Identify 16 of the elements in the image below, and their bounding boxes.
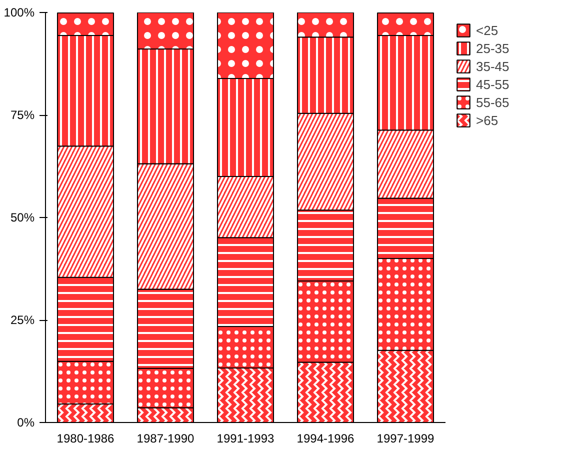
legend-label: 55-65 (476, 94, 510, 110)
x-tick-label: 1980-1986 (56, 432, 115, 446)
legend-label: 25-35 (476, 40, 510, 56)
x-tick-label: 1997-1999 (376, 432, 435, 446)
y-tick-label: 0% (17, 416, 35, 430)
y-tick-label: 75% (10, 108, 35, 122)
y-tick-label: 100% (4, 6, 35, 20)
legend-label: 45-55 (476, 76, 510, 92)
legend-label: 35-45 (476, 58, 510, 74)
y-tick-label: 25% (10, 313, 35, 327)
x-tick-label: 1987-1990 (136, 432, 195, 446)
legend-label: >65 (476, 112, 498, 128)
y-tick-label: 50% (10, 210, 35, 224)
x-tick-label: 1991-1993 (216, 432, 275, 446)
legend-label: <25 (476, 22, 498, 38)
x-tick-label: 1994-1996 (296, 432, 355, 446)
